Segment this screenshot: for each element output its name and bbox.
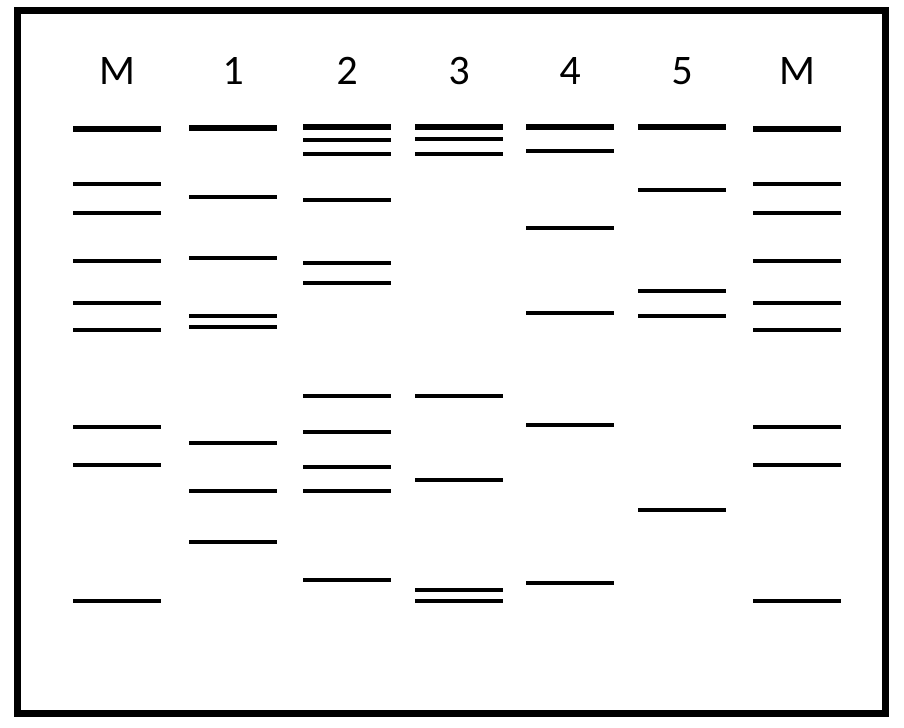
gel-band <box>753 425 841 429</box>
gel-band <box>753 328 841 332</box>
gel-band <box>303 152 391 156</box>
gel-band <box>415 152 503 156</box>
gel-band <box>303 261 391 265</box>
gel-band <box>526 149 614 153</box>
gel-band <box>753 301 841 305</box>
gel-canvas: M 1 2 3 4 5 M <box>0 0 904 728</box>
lane-label: 3 <box>448 45 469 96</box>
lane-label: M <box>779 45 815 96</box>
gel-band <box>526 124 614 130</box>
gel-band <box>189 540 277 544</box>
gel-band <box>189 441 277 445</box>
gel-band <box>303 394 391 398</box>
gel-frame <box>14 7 889 717</box>
gel-band <box>189 325 277 329</box>
gel-band <box>73 425 161 429</box>
gel-band <box>638 188 726 192</box>
gel-band <box>526 311 614 315</box>
gel-band <box>303 138 391 142</box>
gel-band <box>415 478 503 482</box>
lane-label: 5 <box>671 45 692 96</box>
gel-band <box>753 182 841 186</box>
gel-band <box>73 126 161 132</box>
gel-band <box>303 430 391 434</box>
gel-band <box>303 198 391 202</box>
gel-band <box>526 581 614 585</box>
gel-band <box>526 226 614 230</box>
gel-band <box>303 281 391 285</box>
gel-band <box>638 508 726 512</box>
gel-band <box>73 301 161 305</box>
gel-band <box>638 124 726 130</box>
lane-label: 4 <box>559 45 580 96</box>
gel-band <box>526 423 614 427</box>
gel-band <box>415 137 503 141</box>
gel-band <box>415 394 503 398</box>
gel-band <box>189 489 277 493</box>
gel-band <box>303 578 391 582</box>
gel-band <box>73 259 161 263</box>
gel-band <box>189 256 277 260</box>
gel-band <box>189 314 277 318</box>
gel-band <box>303 489 391 493</box>
lane-label: M <box>99 45 135 96</box>
gel-band <box>638 314 726 318</box>
gel-band <box>415 124 503 130</box>
gel-band <box>73 328 161 332</box>
gel-band <box>73 182 161 186</box>
gel-band <box>73 599 161 603</box>
gel-band <box>753 126 841 132</box>
gel-band <box>415 599 503 603</box>
gel-band <box>303 124 391 130</box>
gel-band <box>753 259 841 263</box>
gel-band <box>73 463 161 467</box>
lane-label: 1 <box>222 45 243 96</box>
gel-band <box>753 599 841 603</box>
gel-band <box>73 211 161 215</box>
gel-band <box>189 125 277 131</box>
gel-band <box>753 463 841 467</box>
gel-band <box>638 289 726 293</box>
gel-band <box>753 211 841 215</box>
gel-band <box>303 465 391 469</box>
gel-band <box>189 195 277 199</box>
gel-band <box>415 588 503 592</box>
lane-label: 2 <box>336 45 357 96</box>
